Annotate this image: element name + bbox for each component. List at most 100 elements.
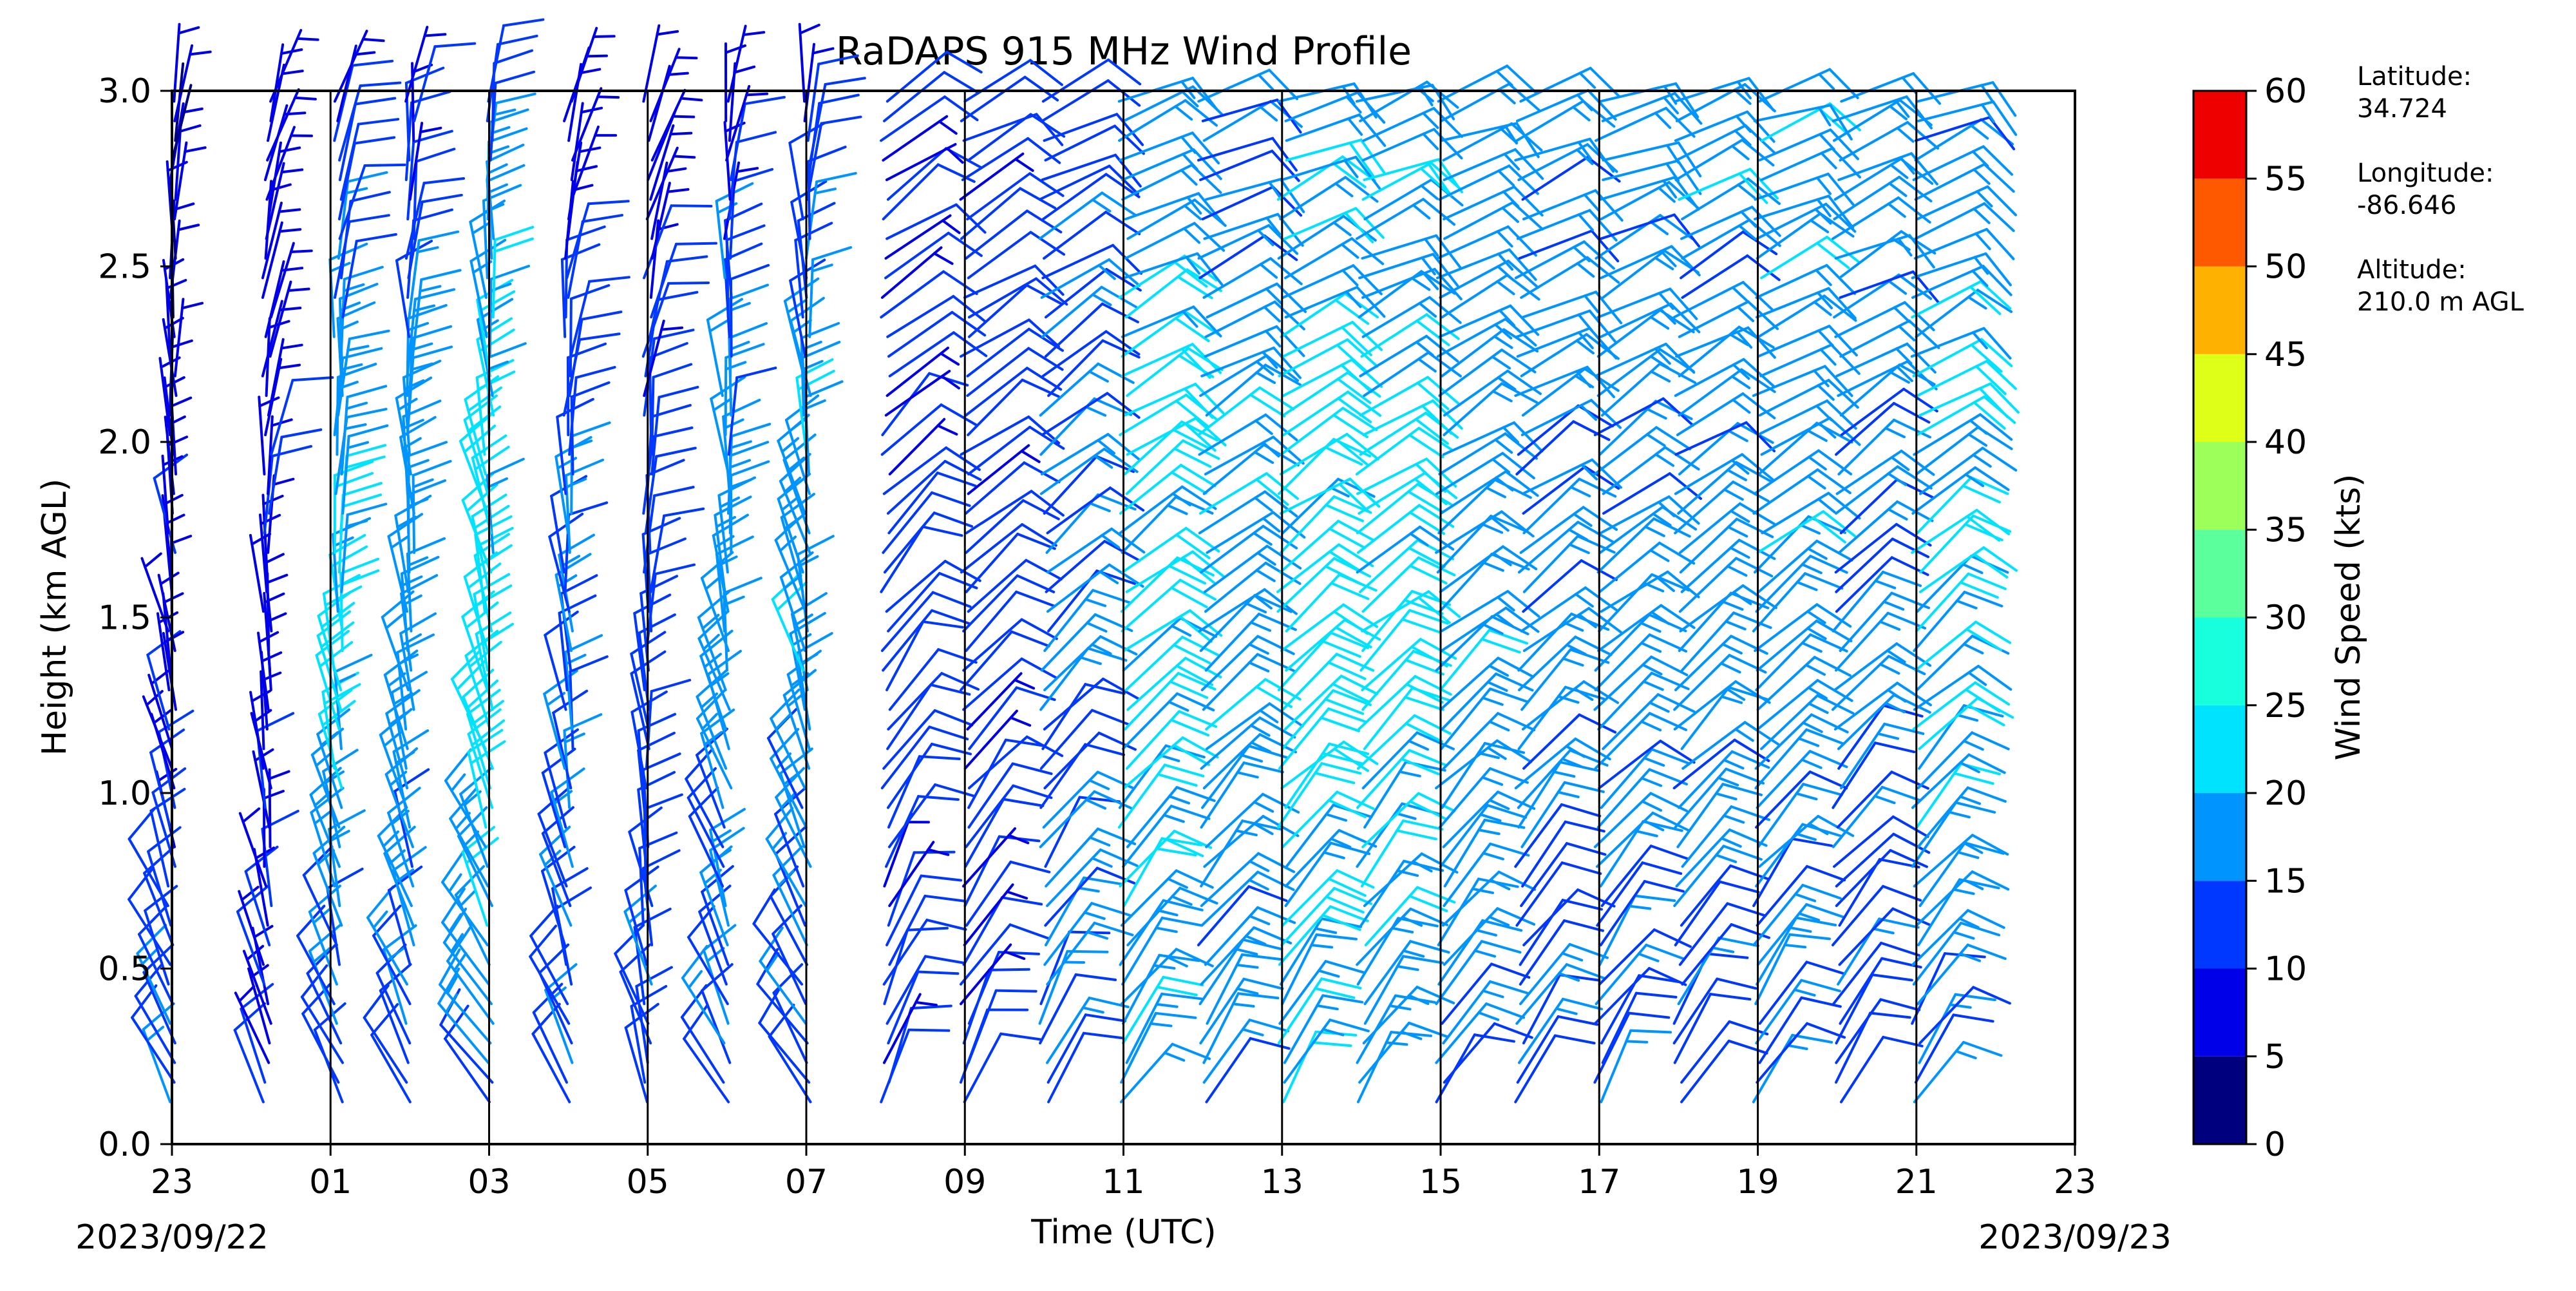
wind-barb-feather (1085, 745, 1124, 755)
wind-barb-staff (967, 173, 1030, 219)
wind-barb-feather (1879, 919, 1918, 927)
wind-barb-feather (1324, 852, 1344, 858)
wind-barb (1601, 1031, 1671, 1102)
wind-barb-feather (1650, 703, 1669, 712)
wind-barb-feather (1330, 1020, 1368, 1031)
wind-barb-feather (1162, 918, 1202, 926)
wind-barb-feather (1909, 321, 1939, 348)
wind-barb-feather (1728, 566, 1747, 575)
wind-barb-feather (1574, 247, 1589, 261)
wind-barb-feather (1819, 330, 1833, 345)
wind-barb-feather (800, 25, 819, 33)
wind-barb (1681, 1041, 1767, 1102)
wind-barb-feather (489, 129, 527, 142)
wind-barb-feather (1086, 800, 1105, 808)
wind-barb-feather (1659, 188, 1674, 202)
wind-barb-feather (1317, 1006, 1338, 1009)
wind-barb-feather (424, 34, 445, 35)
wind-barb (1363, 108, 1462, 140)
x-tick-label: 05 (627, 1163, 669, 1201)
wind-barb-feather (1973, 332, 1987, 348)
wind-barb-feather (594, 36, 614, 37)
wind-barb-feather (946, 448, 980, 470)
colorbar-tick-label: 10 (2264, 950, 2307, 989)
wind-barb-feather (1663, 399, 1693, 425)
wind-barb-staff (967, 491, 1032, 533)
wind-barb-staff (961, 188, 1020, 238)
wind-barb (1206, 680, 1300, 729)
wind-barb-feather (1899, 239, 1911, 255)
wind-barb-feather (1090, 780, 1108, 789)
colorbar-tick-label: 15 (2264, 862, 2307, 901)
wind-barb-feather (746, 94, 767, 95)
wind-barb-feather (1953, 890, 1973, 894)
wind-barb-feather (343, 483, 381, 495)
wind-barb-feather (1003, 799, 1043, 806)
wind-barb (887, 957, 965, 1024)
wind-barb-feather (1490, 722, 1508, 730)
wind-barb-feather (1883, 886, 1920, 901)
wind-barb-feather (190, 52, 211, 55)
wind-barb-feather (1113, 245, 1141, 274)
x-tick-label: 03 (468, 1163, 510, 1201)
wind-barb-staff (886, 371, 949, 416)
wind-barb-feather (1730, 548, 1748, 557)
wind-barb-feather (1639, 954, 1658, 961)
wind-barb-staff (965, 799, 1003, 866)
wind-barb-feather (1803, 784, 1842, 795)
wind-barb-feather (1084, 912, 1104, 919)
wind-barb-feather (1012, 632, 1049, 646)
wind-barb (889, 852, 954, 926)
wind-barb-feather (1964, 644, 1983, 653)
wind-barb-feather (1497, 282, 1514, 294)
wind-barb-feather (1803, 885, 1841, 898)
wind-barb-feather (353, 61, 393, 66)
wind-barb-feather (416, 149, 454, 161)
wind-barb-feather (1508, 227, 1536, 255)
wind-barb-feather (717, 537, 753, 554)
wind-barb-feather (1889, 204, 1905, 216)
wind-barb-feather (446, 750, 471, 781)
wind-barb (1359, 676, 1451, 729)
wind-barb-feather (348, 346, 368, 350)
colorbar-tick-label: 35 (2264, 511, 2307, 550)
wind-barb-feather (1882, 787, 1920, 801)
wind-barb-feather (817, 173, 856, 182)
wind-barb-staff (1603, 993, 1636, 1063)
wind-barb-feather (1156, 928, 1176, 932)
wind-barb-feather (1030, 232, 1064, 254)
wind-barb-staff (884, 994, 920, 1062)
wind-barb-feather (1158, 774, 1197, 785)
wind-barb (1438, 319, 1536, 356)
wind-barb-feather (559, 535, 594, 555)
wind-barb-staff (966, 368, 1027, 415)
wind-barb (1522, 822, 1604, 886)
wind-barb-staff (1518, 1017, 1558, 1082)
wind-barb (1122, 870, 1213, 925)
wind-barb-feather (1801, 980, 1840, 991)
wind-barb (964, 970, 1029, 1043)
x-tick-label: 19 (1736, 1163, 1779, 1201)
wind-barb-feather (1244, 979, 1282, 989)
wind-barb-feather (1897, 349, 1911, 363)
wind-barb-feather (1263, 443, 1278, 456)
wind-barb-feather (348, 173, 386, 182)
wind-barb-feather (347, 386, 386, 397)
wind-barb-feather (1819, 450, 1851, 473)
wind-barb-feather (1891, 772, 1928, 788)
wind-barb-staff (889, 473, 937, 533)
colorbar-tick-label: 55 (2264, 160, 2307, 198)
wind-barb-staff (881, 527, 923, 592)
wind-barb-feather (1889, 281, 1906, 293)
station-info: Latitude: 34.724 Longitude: -86.646 Alti… (2357, 62, 2524, 317)
wind-barb-feather (359, 119, 399, 124)
wind-barb-feather (1579, 315, 1592, 331)
wind-barb-feather (1251, 1038, 1289, 1049)
wind-barb-feather (1254, 533, 1271, 544)
wind-barb-feather (654, 487, 694, 495)
wind-barb-staff (553, 712, 571, 788)
wind-barb (887, 876, 961, 945)
wind-barb (488, 19, 543, 101)
wind-barb-staff (884, 920, 927, 984)
wind-barb-feather (422, 195, 462, 202)
